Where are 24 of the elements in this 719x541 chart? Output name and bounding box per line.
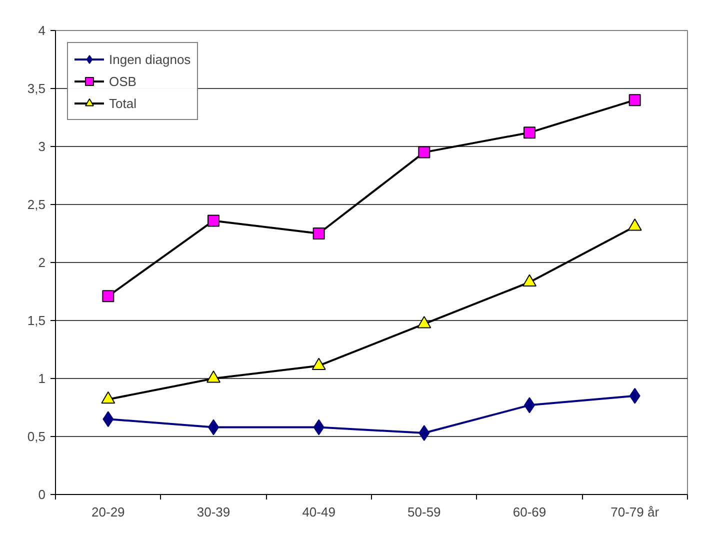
y-tick-label: 2,5 — [27, 197, 46, 212]
legend-label: Total — [109, 96, 136, 110]
point — [208, 214, 220, 227]
point — [102, 290, 114, 302]
x-tick-label: 60-69 — [512, 504, 546, 520]
y-tick-label: 0 — [38, 487, 46, 502]
y-tick-label: 0,5 — [27, 429, 46, 444]
x-tick-label: 50-59 — [408, 504, 441, 520]
point — [628, 94, 641, 106]
legend-label: OSB — [109, 74, 136, 88]
point — [312, 228, 325, 240]
x-tick-label: 40-49 — [302, 504, 336, 520]
point — [418, 146, 430, 158]
y-tick-label: 1 — [38, 371, 46, 386]
y-tick-label: 4 — [38, 23, 46, 38]
y-tick-label: 3,5 — [27, 81, 46, 96]
point — [524, 126, 536, 139]
y-tick-label: 1,5 — [27, 313, 46, 328]
x-tick-label: 20-29 — [92, 504, 125, 520]
legend-label: Ingen diagnos — [109, 52, 191, 66]
x-tick-label: 70-79 år — [610, 504, 660, 520]
y-tick-label: 2 — [38, 255, 46, 270]
x-tick-label: 30-39 — [196, 504, 230, 520]
y-tick-label: 3 — [38, 139, 46, 154]
